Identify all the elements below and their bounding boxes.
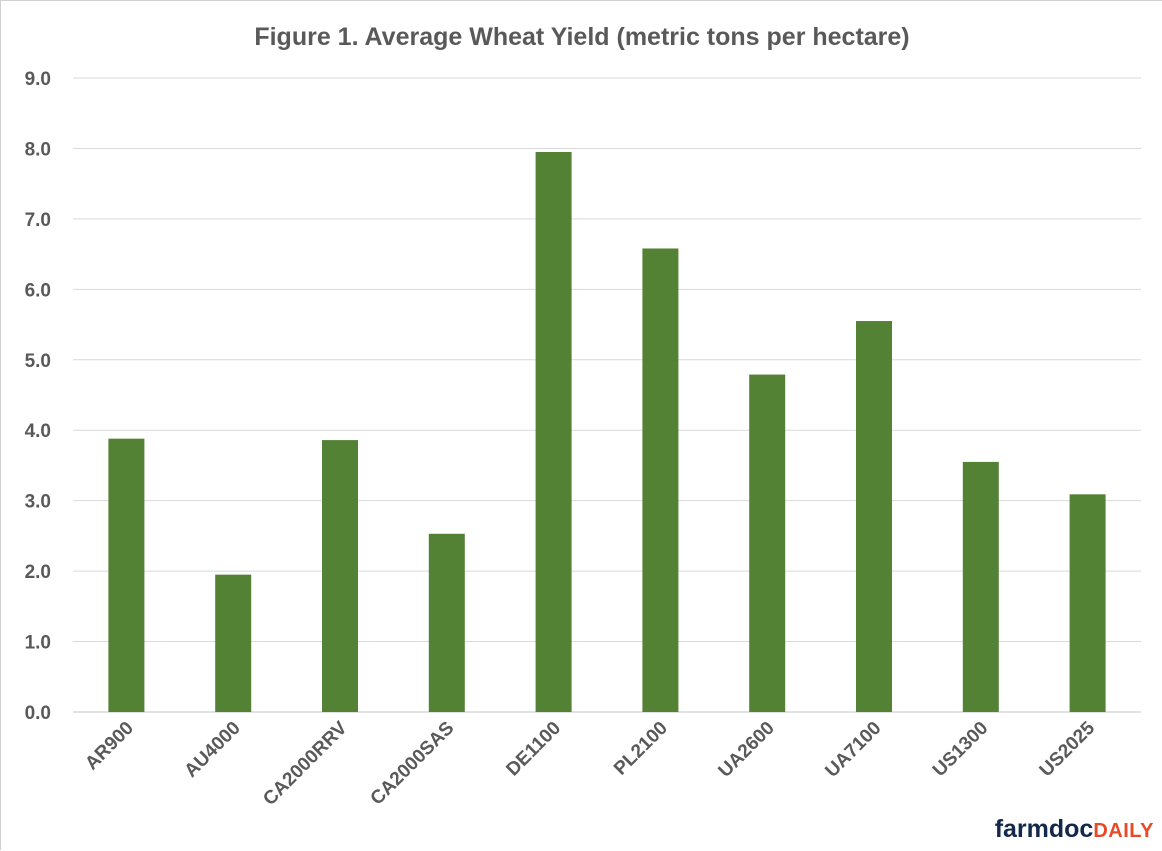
farmdoc-daily-logo: farmdocDAILY (995, 815, 1154, 844)
x-tick-label: US2025 (1036, 717, 1100, 781)
y-tick-label: 8.0 (25, 139, 51, 160)
y-tick-label: 5.0 (25, 351, 51, 372)
x-tick-label: AR900 (81, 718, 138, 775)
x-tick-label: UA2600 (715, 718, 779, 782)
y-tick-label: 9.0 (25, 69, 51, 90)
bar-de1100 (535, 151, 572, 712)
bar-us2025 (1069, 494, 1106, 712)
bar-us1300 (962, 461, 999, 712)
chart-title: Figure 1. Average Wheat Yield (metric to… (254, 23, 910, 51)
x-tick-label: AU4000 (181, 718, 245, 782)
y-tick-label: 3.0 (25, 492, 51, 513)
x-tick-label: PL2100 (610, 718, 672, 780)
bar-ua7100 (856, 321, 892, 712)
y-tick-label: 6.0 (25, 280, 51, 301)
y-tick-label: 0.0 (25, 703, 51, 724)
bar-ca2000sas (428, 533, 465, 712)
logo-text-daily: DAILY (1093, 820, 1154, 842)
bars (108, 151, 1106, 712)
x-tick-label: US1300 (929, 718, 992, 781)
x-tick-label: DE1100 (502, 718, 565, 781)
x-tick-label: UA7100 (821, 718, 885, 782)
bar-ca2000rrv (322, 440, 358, 712)
bar-ar900 (108, 438, 145, 712)
y-tick-label: 4.0 (25, 421, 51, 442)
bar-pl2100 (642, 248, 679, 712)
bar-ua2600 (749, 374, 786, 712)
y-tick-label: 1.0 (25, 633, 51, 654)
x-tick-label: CA2000RRV (259, 717, 351, 809)
y-axis-ticks: 0.0 1.0 2.0 3.0 4.0 5.0 6.0 7.0 8.0 9.0 (25, 69, 51, 724)
x-axis-labels: AR900 AU4000 CA2000RRV CA2000SAS DE1100 PL210… (81, 717, 1099, 810)
y-tick-label: 7.0 (25, 210, 51, 231)
y-tick-label: 2.0 (25, 562, 51, 583)
x-tick-label: CA2000SAS (367, 718, 459, 810)
logo-text-farmdoc: farmdoc (994, 815, 1094, 843)
bar-au4000 (215, 574, 252, 712)
